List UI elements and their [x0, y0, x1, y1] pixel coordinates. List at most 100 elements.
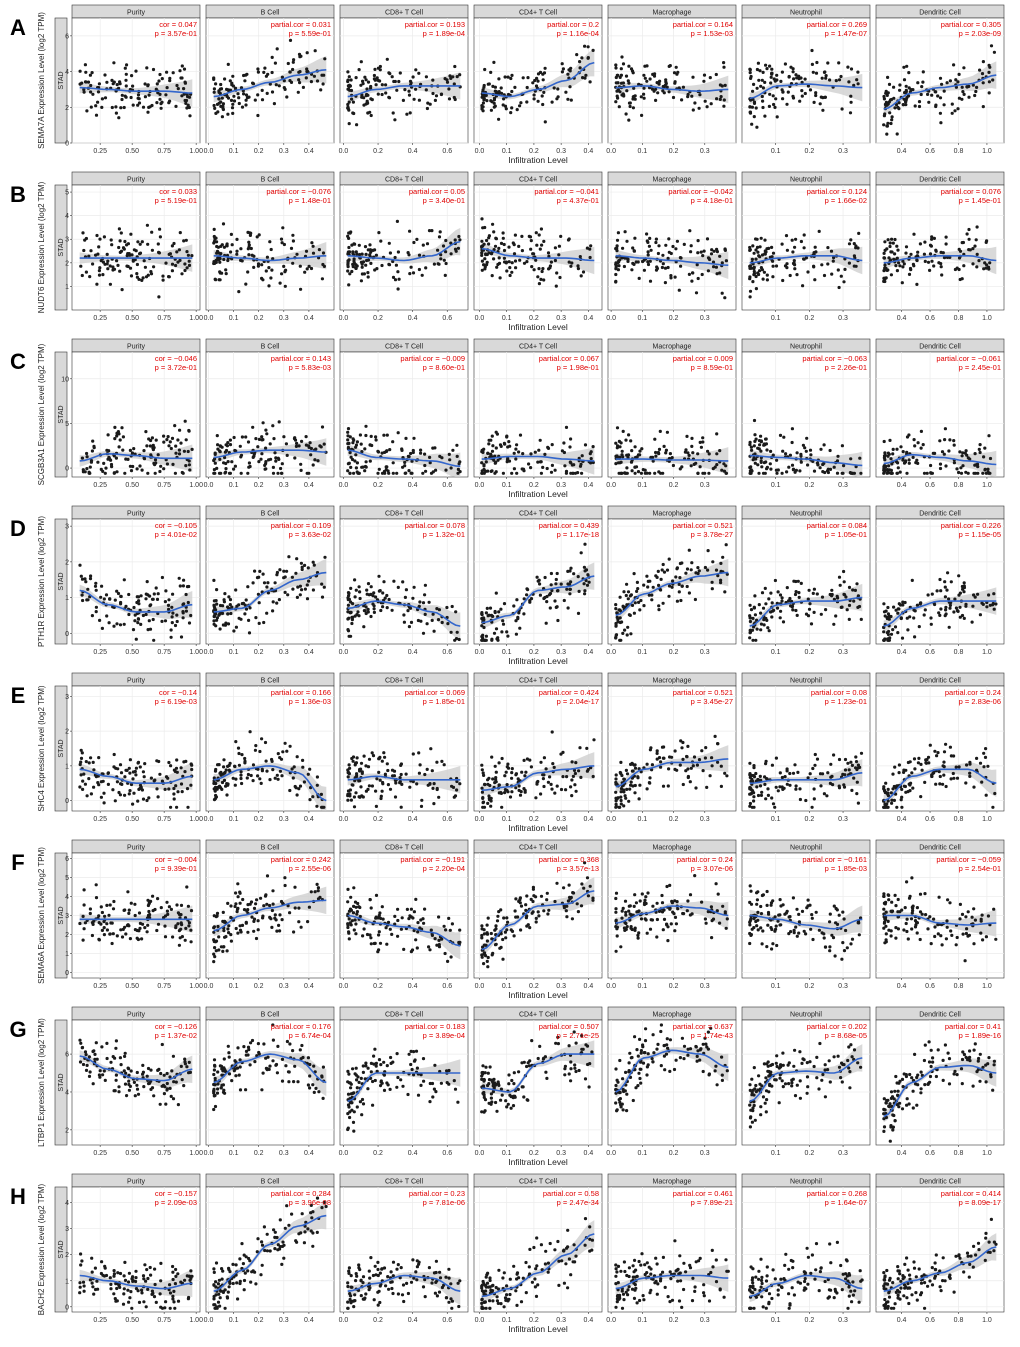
scatter-point: [696, 276, 700, 281]
scatter-point: [506, 445, 510, 449]
scatter-point: [512, 467, 517, 471]
scatter-point: [614, 63, 618, 67]
scatter-point: [682, 242, 686, 246]
scatter-point: [291, 239, 295, 243]
scatter-point: [243, 79, 247, 83]
scatter-point: [125, 264, 129, 268]
scatter-point: [686, 92, 690, 97]
scatter-point: [223, 592, 227, 596]
facet-title: CD4+ T Cell: [519, 344, 558, 351]
scatter-point: [706, 269, 711, 273]
cor-equals: =: [304, 688, 313, 697]
cor-equals: =: [304, 20, 313, 29]
scatter-point: [972, 471, 976, 475]
scatter-point: [952, 610, 956, 614]
p-label: p =: [423, 530, 436, 539]
scatter-point: [569, 98, 573, 102]
scatter-point: [89, 90, 93, 94]
scatter-point: [222, 600, 226, 604]
scatter-point: [265, 91, 269, 95]
p-value: p = 2.26e-01: [825, 363, 867, 372]
scatter-point: [773, 105, 777, 109]
scatter-point: [439, 257, 443, 261]
scatter-point: [821, 108, 825, 112]
scatter-point: [631, 261, 635, 265]
scatter-point: [882, 471, 886, 475]
scatter-point: [903, 600, 907, 605]
scatter-point: [136, 96, 140, 100]
scatter-point: [952, 439, 956, 443]
scatter-point: [215, 588, 219, 592]
scatter-point: [396, 270, 400, 274]
scatter-point: [251, 455, 255, 459]
scatter-point: [301, 758, 305, 763]
scatter-point: [171, 611, 175, 615]
scatter-point: [449, 466, 453, 470]
scatter-point: [917, 625, 921, 629]
scatter-point: [849, 67, 854, 71]
scatter-point: [503, 104, 508, 108]
scatter-point: [748, 248, 752, 252]
scatter-point: [621, 246, 625, 250]
cor-equals: =: [974, 521, 983, 530]
scatter-point: [480, 624, 484, 628]
scatter-point: [415, 782, 419, 786]
scatter-point: [911, 455, 915, 459]
scatter-point: [807, 607, 812, 611]
scatter-point: [800, 89, 804, 93]
scatter-point: [392, 79, 396, 84]
panel-letter: C: [10, 349, 26, 374]
x-tick-label: 0.4: [304, 482, 314, 489]
scatter-point: [391, 275, 396, 279]
scatter-point: [942, 89, 946, 93]
scatter-point: [674, 65, 678, 69]
scatter-point: [407, 625, 411, 629]
scatter-point: [828, 78, 832, 82]
scatter-point: [177, 448, 181, 452]
scatter-point: [366, 248, 370, 252]
cor-label: cor: [159, 688, 170, 697]
p-label: p =: [959, 29, 972, 38]
scatter-point: [457, 462, 461, 466]
x-tick-label: 0.6: [442, 649, 452, 656]
scatter-point: [840, 444, 845, 448]
scatter-point: [767, 629, 771, 633]
scatter-point: [212, 103, 216, 108]
scatter-point: [897, 101, 901, 105]
trend-line: [213, 69, 327, 98]
scatter-point: [426, 101, 430, 105]
scatter-point: [293, 456, 297, 460]
scatter-point: [754, 437, 758, 441]
scatter-point: [384, 91, 388, 95]
scatter-point: [355, 252, 359, 256]
scatter-point: [480, 259, 484, 263]
scatter-point: [221, 107, 225, 112]
cor-number: −0.041: [576, 187, 599, 196]
scatter-point: [410, 459, 414, 463]
scatter-point: [489, 108, 493, 112]
scatter-point: [492, 257, 496, 261]
x-tick-label: 0.0: [606, 649, 616, 656]
scatter-point: [131, 770, 135, 774]
scatter-point: [834, 79, 838, 83]
scatter-point: [423, 612, 427, 617]
scatter-point: [226, 441, 230, 445]
scatter-point: [444, 238, 448, 243]
scatter-point: [614, 607, 618, 611]
scatter-point: [364, 78, 368, 82]
scatter-point: [756, 463, 760, 467]
scatter-point: [617, 260, 621, 264]
scatter-point: [637, 600, 641, 605]
scatter-point: [768, 255, 773, 259]
scatter-point: [630, 603, 635, 608]
scatter-point: [752, 418, 757, 423]
facet-title: Neutrophil: [790, 10, 822, 17]
cor-equals: =: [169, 688, 178, 697]
scatter-point: [518, 258, 522, 262]
scatter-point: [305, 267, 309, 271]
scatter-point: [819, 612, 823, 616]
scatter-point: [986, 265, 991, 269]
scatter-point: [507, 245, 511, 249]
panel-c: C SCGB3A1 Expression Level (log2 TPM) STAD…: [10, 338, 1005, 499]
p-number: 1.89e-04: [435, 29, 465, 38]
